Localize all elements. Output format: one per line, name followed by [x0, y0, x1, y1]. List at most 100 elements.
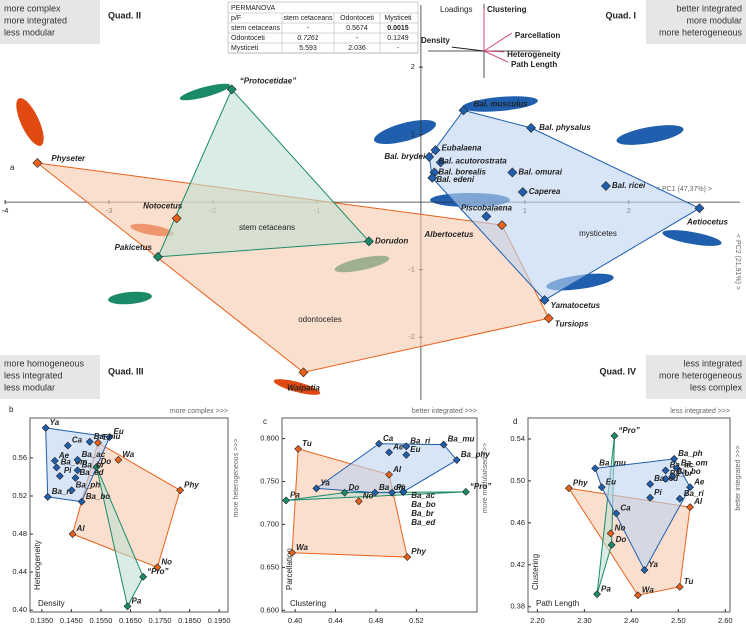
- point-label: Tu: [302, 439, 312, 448]
- table-cell: 5.593: [299, 45, 317, 52]
- point-label: Bal. ricei: [612, 181, 646, 190]
- point-label: Ba_ac: [411, 491, 435, 500]
- point: [610, 431, 619, 440]
- loading-label: Path Length: [511, 60, 557, 69]
- panel: b 0.1350 0.1450 0.1550 0.1650 0.1750 0.1850 0.1…: [9, 405, 240, 625]
- point: [312, 484, 321, 493]
- point-label: Physeter: [51, 154, 86, 163]
- silhouette: [462, 96, 538, 112]
- point: [670, 454, 679, 463]
- table-bg: [227, 1, 419, 54]
- point: [92, 463, 101, 471]
- point: [226, 84, 237, 95]
- point-label: Yamatocetus: [551, 301, 601, 310]
- point: [672, 464, 681, 473]
- x-tick-label: 0.1950: [208, 616, 231, 625]
- table-cell: -: [307, 25, 310, 32]
- x-tick-label: 2.50: [671, 616, 686, 625]
- loading-label: Heterogeneity: [507, 50, 561, 59]
- table-cell: 2.036: [348, 45, 366, 52]
- x-tick-label: 0.1750: [149, 616, 172, 625]
- table-cell: 0.0015: [387, 25, 409, 32]
- point: [661, 466, 670, 475]
- point-label: No: [161, 557, 172, 566]
- y-tick-label: 0.42: [510, 560, 525, 569]
- point-label: Eu: [410, 445, 420, 454]
- quad-text: more heterogeneous: [659, 27, 743, 37]
- silhouette: [616, 125, 684, 145]
- point: [105, 433, 114, 441]
- point: [675, 494, 684, 503]
- y-axis-label: Parcellation: [285, 548, 294, 590]
- point-label: Phy: [573, 478, 588, 487]
- x-tick-label: 2.60: [718, 616, 733, 625]
- point: [435, 157, 446, 168]
- panel-letter: d: [513, 417, 517, 426]
- y-tick-label: 0.700: [260, 519, 279, 528]
- loading-vector: [483, 32, 513, 52]
- quad-name: Quad. II: [108, 10, 141, 20]
- x-axis-label: Path Length: [536, 599, 579, 608]
- group-label: odontocetes: [298, 315, 342, 324]
- table-row-header: Mysticeti: [231, 45, 259, 52]
- silhouette: [16, 98, 44, 146]
- y-tick-label: 0.40: [12, 605, 27, 614]
- point-label: Bal. borealis: [438, 168, 486, 177]
- y-tick-label: 0.600: [260, 605, 279, 614]
- table-title: PERMANOVA: [231, 5, 276, 12]
- point: [661, 474, 670, 483]
- x-axis-label: < PC1 (47,37%) >: [656, 186, 712, 193]
- point-label: Ba_ri: [410, 436, 431, 445]
- point: [385, 448, 394, 457]
- point-label: Ae: [58, 451, 70, 460]
- y-tick-label: 0.650: [260, 562, 279, 571]
- point-label: Bal. physalus: [539, 123, 591, 132]
- point: [71, 473, 80, 482]
- point: [52, 463, 61, 472]
- quad-text: less modular: [4, 27, 55, 37]
- y-tick-label: 0.800: [260, 434, 279, 443]
- point-label: Ba_bo: [676, 467, 701, 476]
- point: [564, 484, 573, 493]
- point-label: Ba_bo: [411, 500, 436, 509]
- point: [612, 509, 621, 518]
- y-tick-label: 0.44: [12, 567, 27, 576]
- table-header: Odontoceti: [340, 15, 374, 22]
- point-label: Pa: [132, 596, 142, 605]
- point-label: Ba_bo: [86, 492, 111, 501]
- panel-letter: b: [9, 405, 14, 414]
- quad-text: more modular: [686, 15, 742, 25]
- point-label: Ba_mu: [599, 458, 626, 467]
- point: [686, 483, 694, 492]
- x-tick-label: 0.48: [369, 616, 384, 625]
- quad-box: [0, 0, 100, 44]
- point-label: Ba_om: [379, 483, 406, 492]
- point-label: Phy: [411, 547, 426, 556]
- point-label: Ya: [320, 478, 330, 487]
- point-label: Ba_om: [61, 458, 88, 467]
- table-header: stem cetaceans: [283, 15, 333, 22]
- point-label: Ba_mu: [448, 435, 475, 444]
- silhouette: [108, 291, 152, 305]
- point: [294, 444, 303, 453]
- point: [32, 158, 43, 168]
- point-label: Ba_ph: [76, 480, 101, 489]
- silhouette: [179, 83, 231, 101]
- point: [67, 486, 76, 495]
- point: [634, 591, 642, 600]
- loadings-title: Loadings: [440, 5, 472, 14]
- point-label: No: [615, 523, 626, 532]
- x-tick-label: 0.40: [288, 616, 303, 625]
- point: [340, 488, 349, 497]
- point-label: Aetiocetus: [686, 217, 728, 226]
- point: [424, 151, 435, 162]
- point: [153, 251, 163, 262]
- x-tick-label: 0.1350: [30, 616, 53, 625]
- table-cell: 0.1249: [387, 35, 409, 42]
- group-label: mysticetes: [579, 229, 617, 238]
- point: [694, 203, 705, 214]
- point-label: “Pro”: [147, 567, 168, 576]
- point: [430, 145, 441, 156]
- point: [507, 167, 518, 178]
- y-axis-label: Clustering: [531, 554, 540, 590]
